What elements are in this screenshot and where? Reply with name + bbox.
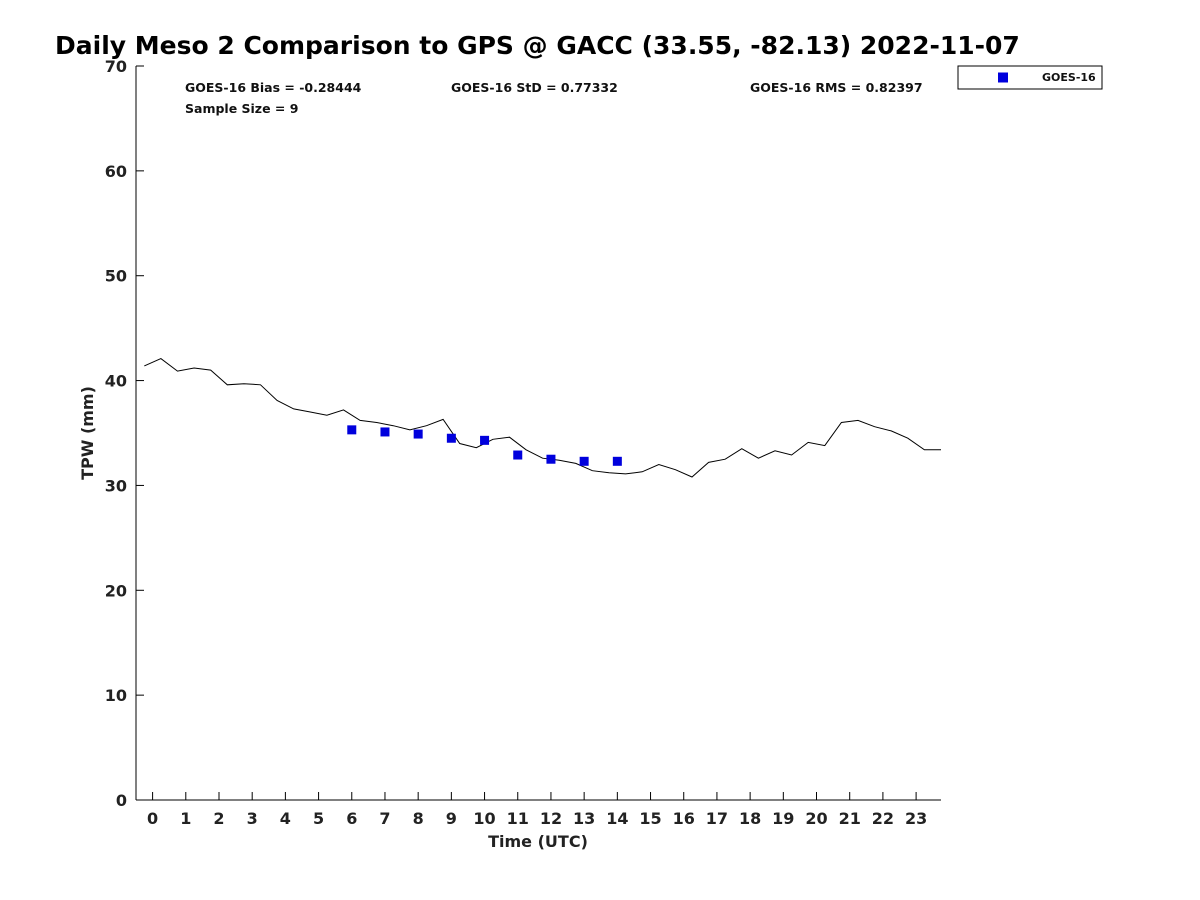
x-tick-label: 12 — [540, 809, 562, 828]
x-tick-label: 6 — [346, 809, 357, 828]
goes16-marker-series — [347, 425, 622, 466]
x-tick-label: 16 — [673, 809, 695, 828]
legend-label-goes16: GOES-16 — [1042, 71, 1096, 84]
x-tick-label: 19 — [772, 809, 794, 828]
chart-title: Daily Meso 2 Comparison to GPS @ GACC (3… — [55, 31, 1020, 60]
stat-std: GOES-16 StD = 0.77332 — [451, 80, 618, 95]
y-tick-label: 30 — [105, 476, 127, 495]
goes16-data-point — [480, 435, 490, 445]
gps-line-series — [144, 358, 941, 478]
stat-bias: GOES-16 Bias = -0.28444 — [185, 80, 362, 95]
goes16-data-point — [347, 425, 357, 435]
stat-sample-size: Sample Size = 9 — [185, 101, 298, 116]
y-tick-label: 50 — [105, 267, 127, 286]
x-tick-label: 21 — [839, 809, 861, 828]
x-tick-label: 0 — [147, 809, 158, 828]
y-ticks: 0 10 20 30 40 50 60 70 — [105, 57, 144, 810]
x-tick-label: 3 — [247, 809, 258, 828]
goes16-data-point — [446, 433, 456, 443]
y-tick-label: 60 — [105, 162, 127, 181]
gps-tpw-line — [144, 358, 941, 478]
x-tick-label: 20 — [805, 809, 827, 828]
x-tick-label: 9 — [446, 809, 457, 828]
goes16-data-point — [380, 427, 390, 437]
x-tick-label: 11 — [507, 809, 529, 828]
y-tick-label: 40 — [105, 372, 127, 391]
y-tick-label: 0 — [116, 791, 127, 810]
x-tick-label: 17 — [706, 809, 728, 828]
legend: GOES-16 — [957, 65, 1103, 90]
y-tick-label: 20 — [105, 581, 127, 600]
x-tick-label: 23 — [905, 809, 927, 828]
x-ticks: 0 1 2 3 4 5 6 7 8 9 10 11 12 13 14 15 16 17 18 19 20 21 22 23 — [147, 792, 927, 828]
x-tick-label: 13 — [573, 809, 595, 828]
stat-rms: GOES-16 RMS = 0.82397 — [750, 80, 923, 95]
y-tick-label: 70 — [105, 57, 127, 76]
goes16-data-point — [546, 454, 556, 464]
legend-box — [957, 65, 1103, 90]
y-axis-label: TPW (mm) — [78, 386, 97, 480]
goes16-data-point — [513, 450, 523, 460]
x-tick-label: 15 — [639, 809, 661, 828]
x-tick-label: 4 — [280, 809, 291, 828]
x-axis-label: Time (UTC) — [488, 832, 588, 851]
goes16-data-point — [612, 456, 622, 466]
x-tick-label: 8 — [413, 809, 424, 828]
x-tick-label: 10 — [473, 809, 495, 828]
x-tick-label: 1 — [180, 809, 191, 828]
x-tick-label: 5 — [313, 809, 324, 828]
x-tick-label: 18 — [739, 809, 761, 828]
x-tick-label: 2 — [213, 809, 224, 828]
x-tick-label: 7 — [379, 809, 390, 828]
x-tick-label: 22 — [872, 809, 894, 828]
goes16-data-point — [413, 429, 423, 439]
legend-marker — [998, 72, 1008, 83]
y-tick-label: 10 — [105, 686, 127, 705]
x-tick-label: 14 — [606, 809, 628, 828]
goes16-data-point — [579, 456, 589, 466]
